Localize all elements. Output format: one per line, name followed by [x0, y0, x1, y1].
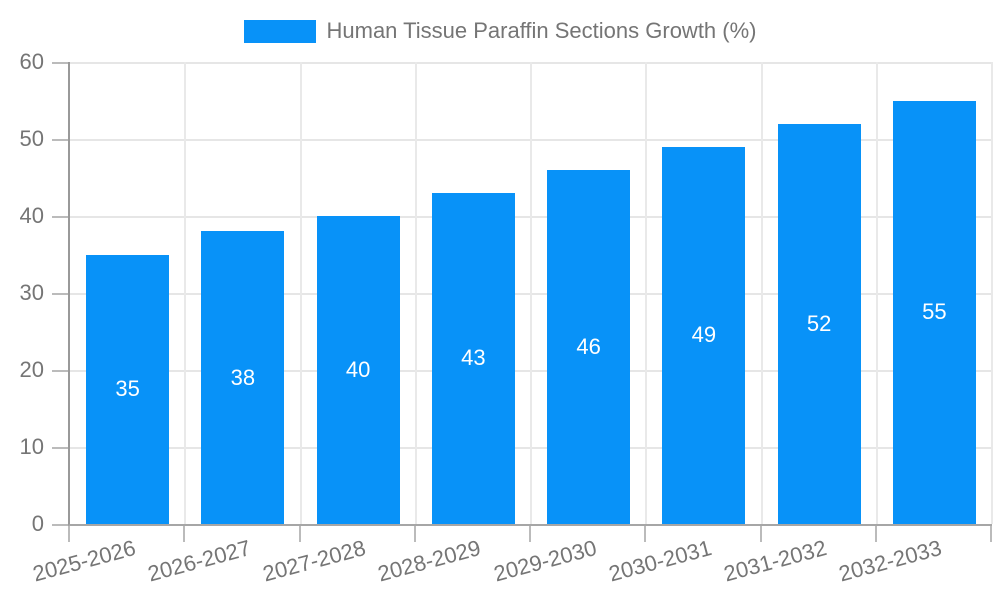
gridline-v-6: [760, 62, 763, 524]
bar-2029-2030: 46: [547, 169, 631, 524]
legend-swatch: [243, 19, 316, 43]
x-axis-tick-7: [874, 526, 877, 542]
gridline-v-7: [875, 62, 878, 524]
bar-2028-2029: 43: [431, 192, 515, 524]
y-axis-tick-60: [52, 62, 68, 64]
y-axis-tick-0: [52, 524, 68, 526]
legend-label: Human Tissue Paraffin Sections Growth (%…: [326, 18, 757, 43]
x-axis-tick-5: [644, 526, 647, 542]
y-axis-label-0: 0: [31, 511, 44, 536]
y-axis-label-60: 60: [19, 49, 44, 74]
bar-2031-2032: 52: [777, 123, 861, 524]
x-axis-tick-6: [759, 526, 762, 542]
chart-legend: Human Tissue Paraffin Sections Growth (%…: [0, 18, 1000, 44]
x-axis-tick-8: [990, 526, 992, 542]
gridline-v-2: [299, 62, 302, 524]
bar-value-label: 43: [461, 345, 486, 371]
bar-2025-2026: 35: [86, 254, 170, 524]
y-axis-tick-30: [52, 293, 68, 295]
gridline-v-5: [645, 62, 648, 524]
bar-value-label: 55: [922, 299, 947, 325]
bar-2027-2028: 40: [316, 216, 400, 524]
y-axis-label-40: 40: [19, 203, 44, 228]
y-axis-tick-20: [52, 370, 68, 372]
x-axis-tick-4: [529, 526, 531, 542]
x-axis-tick-3: [413, 526, 416, 542]
gridline-v-4: [530, 62, 532, 524]
y-axis-label-10: 10: [19, 434, 44, 459]
y-axis-tick-40: [52, 216, 68, 218]
x-axis-tick-0: [68, 526, 70, 542]
gridline-v-3: [414, 62, 417, 524]
y-axis-label-20: 20: [19, 357, 44, 382]
gridline-v-1: [184, 62, 187, 524]
bar-value-label: 49: [691, 322, 717, 348]
bar-value-label: 46: [576, 333, 601, 359]
bar-2026-2027: 38: [201, 231, 285, 524]
bar-2032-2033: 55: [892, 100, 976, 524]
plot-area: 35 38 40 43 46 49 52 55: [68, 62, 993, 526]
x-axis-tick-2: [298, 526, 301, 542]
bar-value-label: 38: [230, 364, 256, 390]
bar-value-label: 52: [806, 310, 832, 336]
y-axis-label-50: 50: [19, 126, 44, 151]
y-axis-tick-50: [52, 139, 68, 141]
bar-2030-2031: 49: [662, 146, 746, 524]
bar-value-label: 40: [345, 357, 371, 382]
bar-value-label: 35: [115, 376, 140, 402]
y-axis-label-30: 30: [19, 280, 44, 305]
y-axis-tick-10: [52, 447, 68, 449]
gridline-v-8: [991, 62, 993, 524]
x-axis-tick-1: [183, 526, 186, 542]
